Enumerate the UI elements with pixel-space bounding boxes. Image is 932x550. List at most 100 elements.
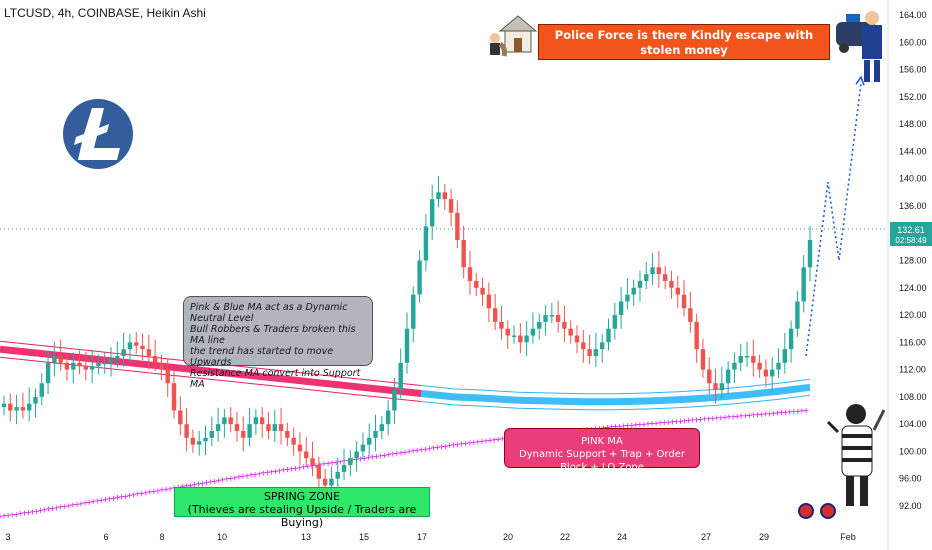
moving-averages: ++++++++++++++++++++++++++++++++++++++++… (0, 340, 811, 521)
x-tick-label: 3 (5, 532, 10, 542)
candle-body (537, 321, 542, 329)
candle-body (373, 430, 378, 438)
magenta-ma-mark: + (653, 419, 660, 428)
y-tick-label: 164.00 (899, 10, 927, 20)
magenta-ma-mark: + (406, 447, 413, 456)
magenta-ma-mark: + (770, 409, 777, 418)
magenta-ma-mark: + (738, 412, 745, 421)
magenta-ma-mark: + (57, 503, 64, 512)
spring-zone-annotation[interactable]: SPRING ZONE (Thieves are stealing Upside… (174, 487, 430, 529)
candle-body (341, 465, 347, 472)
candle-body (392, 390, 397, 411)
magenta-ma-mark: + (624, 421, 631, 430)
candle-body (127, 342, 133, 350)
candle-body (203, 437, 208, 442)
magenta-ma-mark: + (689, 416, 696, 425)
magenta-ma-mark: + (98, 496, 105, 505)
candle-body (197, 441, 202, 445)
x-tick-label: 8 (159, 532, 164, 542)
candle-body (89, 366, 95, 370)
candle-body (707, 369, 712, 384)
candle-body (33, 396, 38, 404)
candle-body (644, 274, 649, 281)
magenta-ma-mark: + (78, 499, 85, 508)
candle-body (461, 240, 466, 268)
magenta-ma-mark: + (750, 411, 757, 420)
y-tick-label: 112.00 (899, 365, 926, 375)
magenta-ma-mark: + (248, 471, 255, 480)
thief-icon (826, 404, 886, 506)
magenta-ma-mark: + (685, 416, 692, 425)
countdown-text: 02:58:49 (895, 236, 927, 245)
magenta-ma-mark: + (29, 507, 36, 516)
candle-body (675, 287, 680, 295)
magenta-ma-mark: + (794, 407, 801, 416)
magenta-ma-mark: + (454, 440, 461, 449)
candle-body (581, 342, 586, 350)
magenta-ma-mark: + (329, 459, 336, 468)
magenta-ma-mark: + (470, 438, 477, 447)
magenta-ma-mark: + (632, 421, 639, 430)
magenta-ma-mark: + (730, 412, 737, 421)
blue-ma-line (420, 383, 811, 406)
magenta-ma-mark: + (616, 422, 623, 431)
x-tick-label: 6 (103, 532, 108, 542)
magenta-ma-mark: + (102, 495, 109, 504)
y-tick-label: 100.00 (899, 446, 927, 456)
candle-body (467, 267, 473, 281)
magenta-ma-mark: + (713, 414, 720, 423)
candle-body (266, 424, 271, 431)
magenta-ma-mark: + (491, 436, 498, 445)
candle-body (234, 424, 240, 431)
magenta-ma-mark: + (284, 465, 291, 474)
magenta-ma-mark: + (786, 408, 793, 417)
candle-body (637, 280, 643, 288)
y-tick-label: 116.00 (899, 337, 926, 347)
candle-body (411, 294, 416, 329)
candle-body (71, 362, 76, 370)
magenta-ma-mark: + (252, 470, 259, 479)
magenta-ma-mark: + (70, 501, 77, 510)
candle-body (776, 362, 781, 370)
magenta-ma-mark: + (394, 449, 401, 458)
magenta-ma-mark: + (742, 411, 749, 420)
police-annotation[interactable]: Police Force is there Kindly escape with… (538, 24, 830, 87)
magenta-ma-mark: + (450, 441, 457, 450)
magenta-ma-mark: + (90, 497, 97, 506)
spring-line-2: (Thieves are stealing Upside / Traders a… (187, 503, 417, 529)
magenta-ma-mark: + (219, 475, 226, 484)
magenta-ma-mark: + (430, 444, 437, 453)
magenta-ma-mark: + (373, 452, 380, 461)
magenta-ma-mark: + (414, 446, 421, 455)
magenta-ma-mark: + (313, 461, 320, 470)
projection-arrow (855, 75, 865, 86)
candle-body (587, 349, 592, 356)
candle-body (83, 366, 89, 370)
candle-body (335, 471, 340, 479)
candle-body (625, 294, 630, 302)
magenta-ma-mark: + (701, 415, 708, 424)
pink-ma-annotation[interactable]: PINK MA Dynamic Support + Trap + Order B… (504, 428, 700, 473)
candle-body (631, 287, 636, 295)
candle-body (448, 199, 454, 213)
magenta-ma-mark: + (110, 494, 117, 503)
magenta-ma-mark: + (207, 477, 214, 486)
magenta-ma-mark: + (260, 469, 267, 478)
candle-body (253, 417, 259, 425)
ma-note-annotation[interactable]: Pink & Blue MA act as a Dynamic Neutral … (183, 296, 373, 390)
candle-body (568, 328, 573, 336)
time-axis[interactable]: 3 6 8 10 13 15 17 20 22 24 27 29 Feb (5, 532, 855, 542)
x-tick-label: 27 (701, 532, 711, 542)
magenta-ma-mark: + (268, 467, 275, 476)
magenta-ma-mark: + (600, 423, 607, 432)
price-axis[interactable]: 92.00 96.00 100.00 104.00 108.00 112.00 116.00… (887, 0, 927, 550)
x-tick-label: 20 (503, 532, 513, 542)
candle-body (499, 321, 504, 329)
spring-line-1: SPRING ZONE (263, 490, 341, 503)
candle-body (1, 403, 7, 408)
candle-body (140, 345, 145, 350)
x-tick-label: 24 (617, 532, 627, 542)
magenta-ma-mark: + (718, 413, 725, 422)
magenta-ma-mark: + (422, 445, 429, 454)
